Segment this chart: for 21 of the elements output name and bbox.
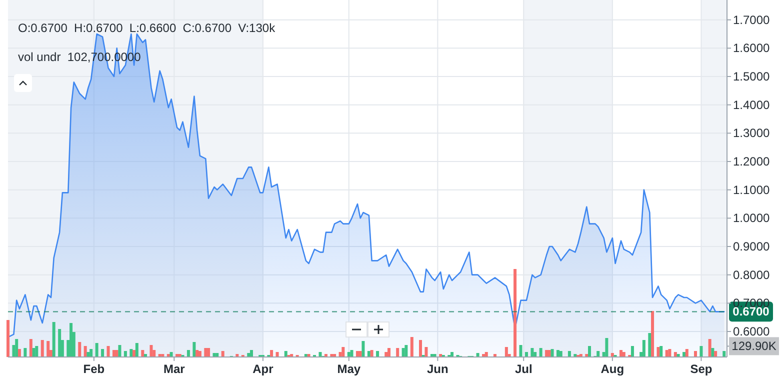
x-tick-label: Jul [514, 362, 532, 376]
y-tick-label: 1.2000 [733, 154, 770, 168]
x-tick-label: Aug [600, 362, 624, 376]
x-tick-label: Feb [83, 362, 105, 376]
y-tick-label: 0.6000 [733, 324, 770, 338]
y2-tick-label: 129.90K [732, 339, 776, 354]
annotation: O:0.6700 H:0.6700 L:0.6600 C:0.6700 V:130k [18, 21, 276, 35]
x-tick-label: May [337, 362, 361, 376]
y-tick-label: 1.1000 [733, 182, 770, 197]
y-tick-label: 1.7000 [733, 12, 770, 27]
y-tick-label: 1.3000 [733, 126, 770, 140]
x-tick-label: Sep [690, 362, 712, 376]
y-tick-label: 1.6000 [733, 41, 770, 56]
y-tick-label: 1.0000 [733, 211, 770, 226]
x-tick-label: Jun [427, 362, 448, 376]
y-tick-label: 1.4000 [733, 98, 770, 112]
y-tick-label: 1.5000 [733, 70, 770, 84]
y-tick-label: 0.8000 [733, 268, 770, 282]
x-tick-label: Mar [163, 362, 186, 376]
x-tick-label: Apr [252, 362, 274, 376]
y-tick-label: 0.9000 [733, 240, 770, 254]
